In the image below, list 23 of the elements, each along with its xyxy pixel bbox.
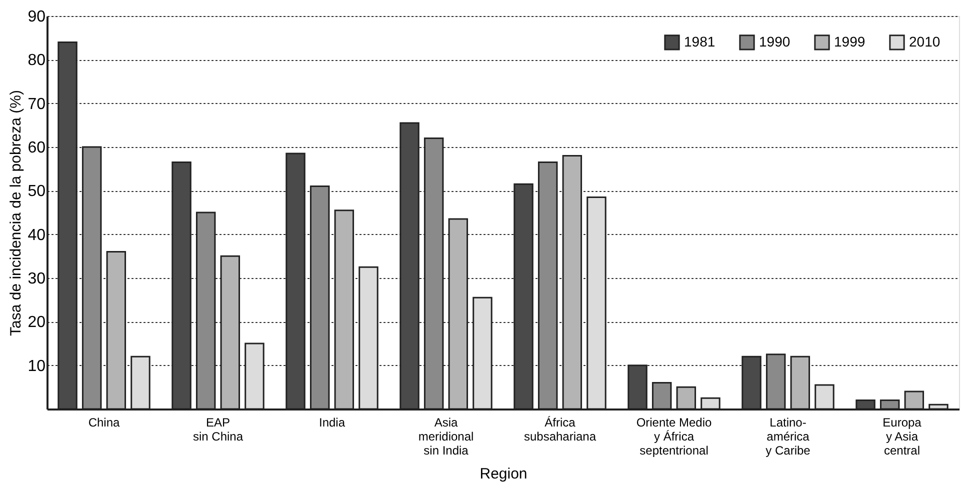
x-tick-label: Oriente Medio y África septentrional (636, 416, 712, 458)
y-tick-label: 90 (28, 8, 46, 26)
y-tick-label: 30 (28, 270, 46, 288)
x-tick-label: EAP sin China (192, 416, 244, 444)
y-tick-label: 20 (28, 314, 46, 332)
y-tick-label: 50 (28, 183, 46, 200)
x-tick-label: Europa y Asia central (882, 416, 922, 458)
legend-label: 1990 (759, 33, 790, 50)
x-tick-label: Latino- américa y Caribe (766, 416, 811, 458)
x-tick-label: África subsahariana (524, 416, 596, 444)
y-tick-label: 70 (28, 96, 46, 113)
x-tick-label: China (88, 416, 120, 430)
x-axis-title: Region (480, 466, 528, 482)
y-axis-title: Tasa de incidencia de la pobreza (%) (8, 90, 25, 336)
x-tick-label: India (318, 416, 346, 430)
legend-label: 2010 (909, 33, 940, 50)
legend-label: 1981 (684, 33, 716, 50)
legend-label: 1999 (834, 33, 866, 50)
y-tick-label: 80 (28, 52, 46, 70)
x-tick-label: Asia meridional sin India (418, 416, 474, 458)
y-tick-label: 10 (28, 358, 46, 375)
y-tick-label: 40 (28, 226, 46, 244)
y-tick-label: 60 (28, 140, 46, 156)
